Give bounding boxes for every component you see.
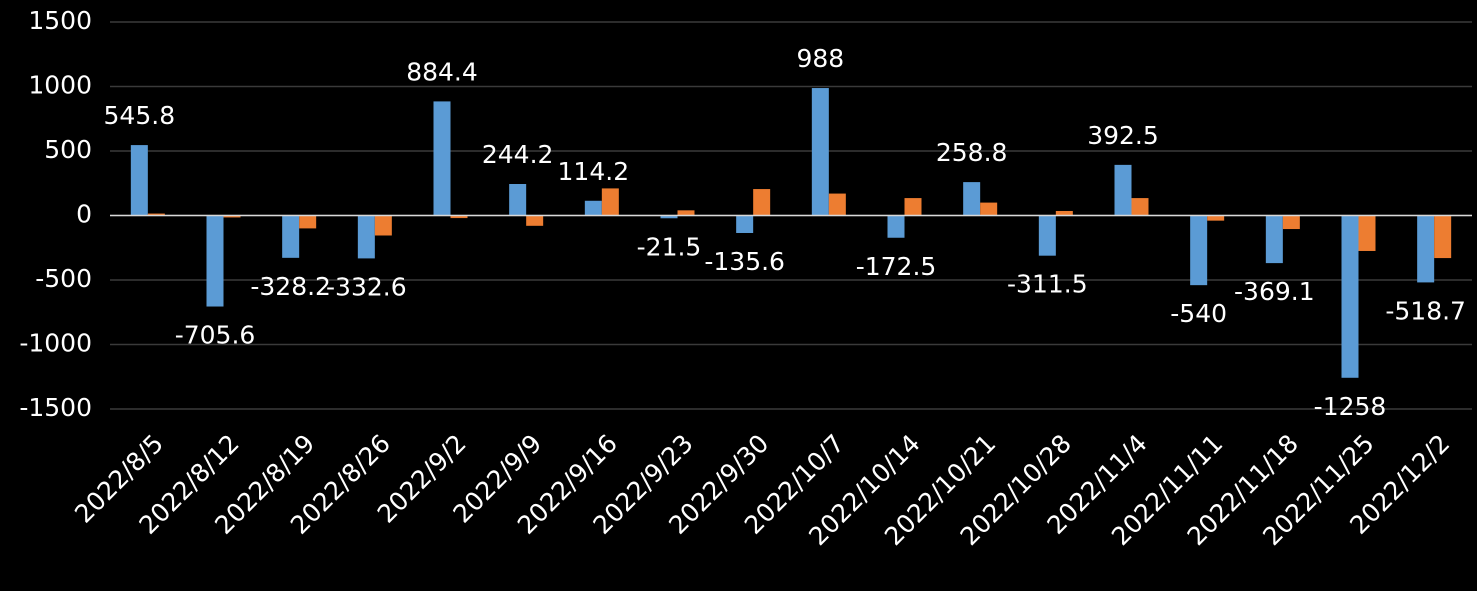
bar [1434,215,1452,259]
data-label: 258.8 [936,138,1008,167]
data-label: -328.2 [250,272,331,301]
bar [828,193,846,216]
y-tick-label: 1500 [28,6,92,35]
data-label: -540 [1170,299,1227,328]
data-label: -135.6 [704,247,785,276]
bar [1114,164,1132,216]
bar [282,215,300,258]
bar [736,215,754,233]
bar [1131,198,1149,216]
data-label: -311.5 [1007,270,1088,299]
y-tick-label: -1000 [19,329,92,358]
y-tick-label: -1500 [19,393,92,422]
bar [1190,215,1208,286]
bar [433,101,451,216]
bar [206,215,224,307]
bar [1341,215,1359,378]
data-label: -705.6 [175,321,256,350]
data-label: 244.2 [482,140,554,169]
bar [147,213,165,216]
data-label: -369.1 [1234,277,1315,306]
bar [1055,210,1073,216]
data-label: -1258 [1314,392,1387,421]
data-label: 392.5 [1087,121,1159,150]
bar [660,215,678,219]
bar [1358,215,1376,251]
bar [509,183,527,216]
bar [526,215,544,226]
y-tick-label: 1000 [28,71,92,100]
bar [223,215,241,218]
bar [1207,215,1225,221]
bar [904,198,922,216]
y-tick-label: 500 [44,135,92,164]
data-label: -172.5 [856,252,937,281]
bar [1265,215,1283,264]
bar [887,215,905,238]
bar [130,145,148,216]
data-label: 114.2 [558,157,630,186]
bar [980,202,998,216]
bar [753,189,771,216]
bar [299,215,317,229]
data-label: 988 [796,44,844,73]
bar [963,182,981,216]
bar [1282,215,1300,230]
data-label: -332.6 [326,272,407,301]
y-tick-label: -500 [35,264,92,293]
y-tick-label: 0 [76,200,92,229]
bar [677,210,695,216]
bar [1038,215,1056,256]
data-label: 884.4 [406,57,478,86]
bar [357,215,375,259]
data-label: -518.7 [1385,296,1466,325]
data-label: 545.8 [104,101,176,130]
bar [450,215,468,219]
bar [811,88,829,216]
bar [1417,215,1435,283]
bar [601,188,619,216]
bar [584,200,602,216]
data-label: -21.5 [637,232,702,261]
bar [374,215,392,236]
